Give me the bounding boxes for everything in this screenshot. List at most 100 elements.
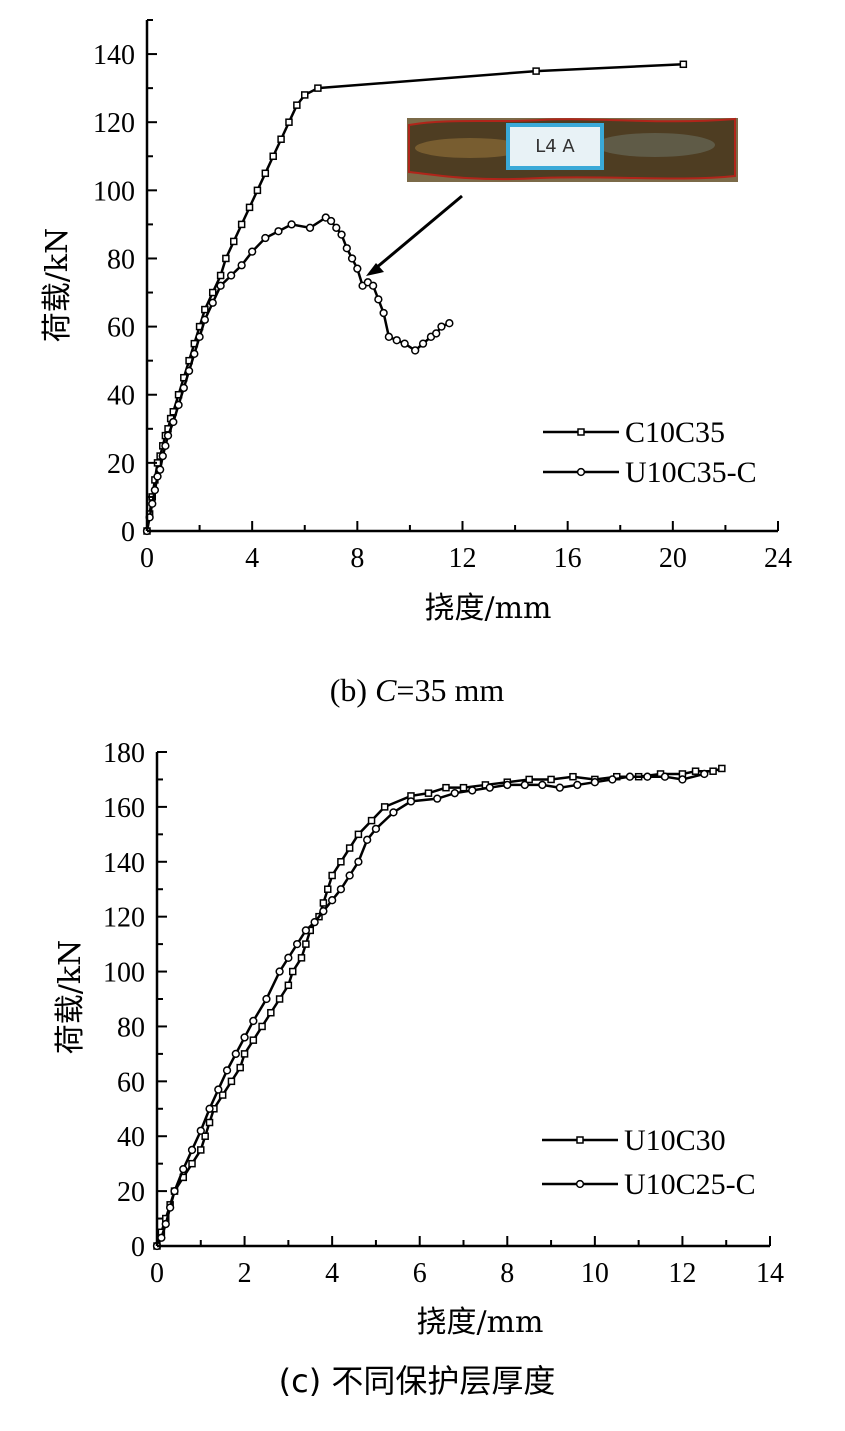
chart-c-legend-marker: [575, 1179, 585, 1189]
chart-b-data-point: [269, 152, 277, 161]
chart-b-legend-label: U10C35-C: [625, 456, 757, 489]
chart-b-data-point: [216, 271, 225, 280]
chart-b-data-point: [179, 383, 188, 393]
chart-c-y-tick-label: 160: [103, 793, 145, 824]
chart-b-y-tick-label: 80: [107, 244, 135, 275]
chart-b-data-point: [337, 230, 346, 239]
chart-c-data-point: [197, 1146, 205, 1154]
chart-b-legend-marker: [576, 467, 586, 477]
chart-c-data-point: [157, 1233, 166, 1242]
chart-c-data-point: [227, 1077, 236, 1086]
chart-b-data-point: [230, 237, 238, 246]
chart-c-data-point: [691, 767, 700, 775]
chart-c-data-point: [367, 816, 376, 825]
chart-c-series-line: [155, 772, 705, 1247]
chart-b-data-point: [158, 451, 167, 461]
chart-c-data-point: [468, 786, 477, 795]
chart-c-data-point: [345, 871, 354, 880]
chart-c-data-point: [231, 1049, 240, 1059]
chart-c-data-point: [324, 885, 332, 893]
chart-b-data-point: [368, 281, 378, 290]
chart-b-data-point: [195, 332, 204, 341]
chart-c-data-point: [442, 783, 450, 792]
chart-c-legend-label: U10C25-C: [624, 1168, 756, 1201]
chart-b-data-point: [411, 346, 420, 355]
chart-c-data-point: [240, 1050, 249, 1058]
chart-c-data-point: [433, 794, 442, 803]
chart-b-data-point: [277, 135, 285, 143]
chart-c-data-point: [275, 967, 284, 976]
chart-c-data-point: [700, 769, 709, 779]
chart-c-data-point: [709, 767, 717, 775]
chart-c-x-tick-label: 14: [756, 1258, 784, 1289]
chart-b-data-point: [150, 485, 160, 495]
chart-c-data-point: [218, 1091, 227, 1099]
chart-c-x-axis-label: 挠度/mm: [416, 1305, 543, 1340]
chart-c-data-point: [258, 1022, 266, 1031]
chart-b-data-point: [301, 91, 309, 99]
chart-c-data-point: [590, 778, 600, 787]
chart-b-data-point: [261, 169, 270, 178]
chart-b-data-point: [342, 244, 351, 253]
chart-c-legend: U10C30 U10C25-C: [542, 1124, 756, 1201]
chart-c-data-point: [450, 789, 459, 798]
chart-b-data-point: [216, 281, 225, 290]
chart-b-data-point: [532, 67, 540, 75]
chart-b-caption-prefix: (b): [330, 672, 375, 708]
chart-b-caption: (b) C=35 mm: [330, 672, 505, 708]
inset-label: L4 A: [535, 136, 575, 157]
chart-c-y-tick-label: 100: [103, 958, 145, 989]
chart-b-data-point: [332, 223, 341, 232]
chart-c-data-point: [718, 764, 726, 773]
chart-c-y-tick-label: 60: [117, 1067, 145, 1098]
chart-c-data-point: [389, 808, 398, 817]
chart-b-legend: C10C35 U10C35-C: [543, 416, 757, 489]
chart-b-axes: 0 4 8 12 16 20 24 0 20 40 60 80 100 120 140: [93, 19, 792, 574]
chart-c-y-axis-label: 荷载/kN: [53, 940, 88, 1055]
chart-c-data-point: [284, 981, 293, 990]
chart-b-y-tick-label: 20: [107, 449, 135, 480]
chart-c-data-point: [319, 907, 328, 916]
chart-c-data-point: [485, 783, 494, 792]
chart-b-inset-photo: L4 A: [407, 117, 738, 182]
chart-b-y-tick-label: 0: [121, 517, 135, 548]
chart-c-data-point: [288, 967, 297, 976]
chart-b-caption-suffix: =35 mm: [396, 672, 504, 708]
chart-b-data-point: [437, 322, 446, 331]
chart-b-caption-var: C: [375, 672, 397, 708]
chart-b-data-point: [400, 339, 409, 348]
chart-c-x-tick-label: 12: [668, 1258, 696, 1289]
chart-c-data-point: [222, 1066, 232, 1075]
chart-c-data-point: [319, 899, 328, 907]
chart-b-legend-marker: [577, 428, 585, 436]
chart-c-data-point: [284, 953, 293, 962]
chart-c-y-tick-label: 0: [131, 1232, 145, 1263]
chart-c-data-point: [205, 1118, 214, 1127]
chart-b-y-tick-label: 100: [93, 176, 135, 207]
chart-c-data-point: [503, 780, 512, 790]
chart-c-data-point: [424, 789, 433, 797]
chart-b-data-point: [432, 329, 441, 338]
chart-c-data-point: [214, 1085, 223, 1094]
chart-b-arrow: [366, 194, 463, 276]
chart-b-y-axis-label: 荷载/kN: [40, 228, 75, 343]
chart-c-legend-marker: [576, 1136, 584, 1144]
chart-c-y-tick-label: 180: [103, 738, 145, 769]
chart-b-data-point: [293, 101, 301, 109]
chart-b-x-tick-label: 4: [245, 543, 259, 574]
chart-c-data-point: [179, 1165, 188, 1174]
chart-b-data-point: [274, 227, 283, 236]
chart-b-series-1: [142, 213, 454, 536]
chart-b-series: [142, 60, 688, 536]
chart-b-data-point: [237, 261, 246, 270]
chart-b-data-point: [208, 288, 217, 297]
chart-b-x-tick-label: 8: [350, 543, 364, 574]
chart-c-caption: (c) 不同保护层厚度: [279, 1362, 556, 1400]
chart-b: 0 4 8 12 16 20 24 0 20 40 60 80 100 120 140 挠度/mm 荷载/k…: [40, 19, 792, 708]
chart-b-data-point: [169, 417, 178, 427]
chart-c-data-point: [625, 772, 635, 781]
chart-c-y-tick-label: 140: [103, 848, 145, 879]
chart-c-data-point: [459, 783, 468, 792]
chart-c-data-point: [240, 1033, 249, 1042]
